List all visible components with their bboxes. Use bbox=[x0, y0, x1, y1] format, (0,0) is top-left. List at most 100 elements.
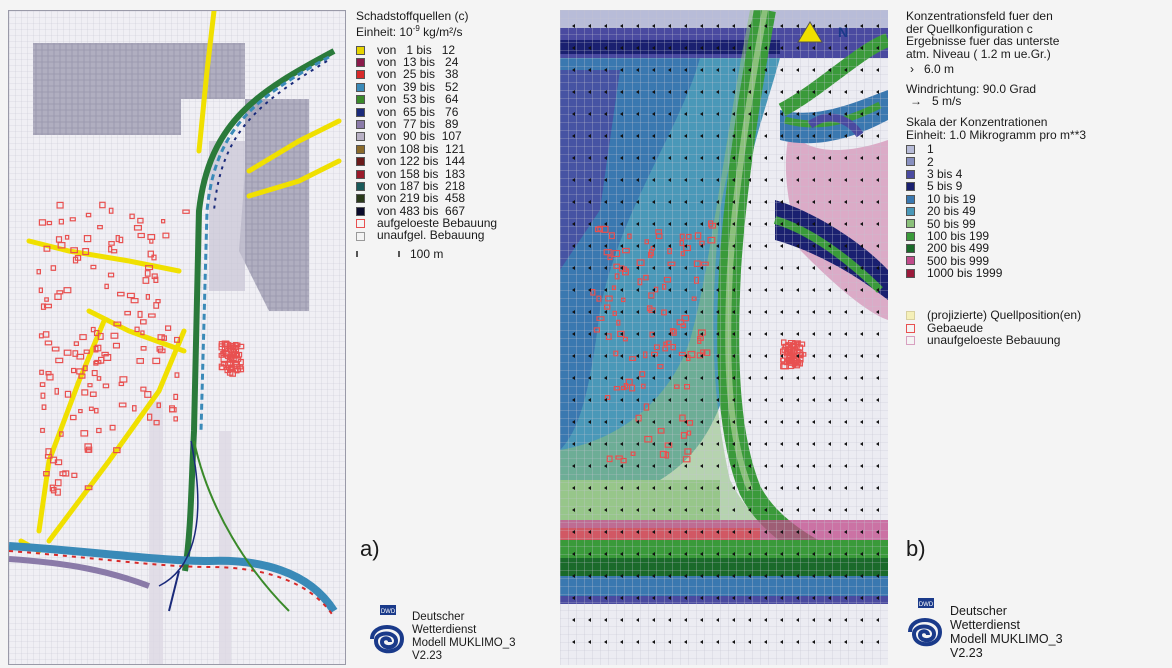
building-footprint bbox=[94, 344, 102, 352]
wind-vector-arrow bbox=[588, 596, 591, 600]
wind-vector-arrow bbox=[572, 288, 575, 292]
wind-vector-arrow bbox=[668, 46, 671, 50]
wind-vector-arrow bbox=[620, 200, 623, 204]
wind-vector-arrow bbox=[860, 464, 863, 468]
legend-title: Schadstoffquellen (c) bbox=[356, 9, 469, 23]
dwd-text: Deutscher Wetterdienst Modell MUKLIMO_3 … bbox=[950, 604, 1063, 660]
color-swatch bbox=[356, 144, 365, 154]
wind-vector-arrow bbox=[588, 46, 591, 50]
wind-vector-arrow bbox=[828, 574, 831, 578]
wind-vector-arrow bbox=[668, 574, 671, 578]
wind-vector-arrow bbox=[732, 156, 735, 160]
color-swatch bbox=[356, 132, 365, 142]
building-footprint bbox=[621, 247, 630, 254]
building-footprint bbox=[653, 344, 660, 351]
wind-vector-arrow bbox=[876, 640, 879, 644]
wind-vector-arrow bbox=[764, 46, 767, 50]
building-footprint bbox=[91, 370, 98, 377]
wind-vector-arrow bbox=[876, 442, 879, 446]
wind-vector-arrow bbox=[620, 46, 623, 50]
building-footprint bbox=[667, 247, 672, 255]
wind-vector-arrow bbox=[572, 618, 575, 622]
concentration-legend-item: 1 bbox=[906, 143, 1168, 155]
legend-item-label: von 13 bis 24 bbox=[377, 54, 459, 69]
wind-vector-arrow bbox=[828, 618, 831, 622]
wind-vector-arrow bbox=[700, 464, 703, 468]
wind-vector-arrow bbox=[828, 354, 831, 358]
building-footprint bbox=[684, 448, 692, 455]
wind-vector-arrow bbox=[780, 46, 783, 50]
color-swatch bbox=[906, 268, 915, 278]
wind-vector-arrow bbox=[764, 24, 767, 28]
building-footprint bbox=[115, 235, 120, 243]
wind-vector-arrow bbox=[732, 200, 735, 204]
wind-vector-arrow bbox=[876, 420, 879, 424]
wind-vector-arrow bbox=[604, 200, 607, 204]
wind-vector-arrow bbox=[684, 46, 687, 50]
wind-vector-arrow bbox=[700, 156, 703, 160]
wind-vector-arrow bbox=[684, 24, 687, 28]
wind-vector-arrow bbox=[844, 508, 847, 512]
wind-vector-arrow bbox=[812, 288, 815, 292]
wind-vector-arrow bbox=[716, 222, 719, 226]
wind-vector-arrow bbox=[700, 266, 703, 270]
wind-vector-arrow bbox=[668, 398, 671, 402]
building-footprint bbox=[224, 341, 230, 346]
building-footprint bbox=[643, 351, 648, 359]
wind-vector-arrow bbox=[764, 68, 767, 72]
building-footprint bbox=[683, 384, 690, 390]
wind-vector-arrow bbox=[620, 596, 623, 600]
building-footprint bbox=[640, 383, 646, 389]
wind-vector-arrow bbox=[716, 354, 719, 358]
wind-vector-arrow bbox=[572, 376, 575, 380]
building-footprint bbox=[678, 351, 686, 357]
legend-b-title-1: Konzentrationsfeld fuer den bbox=[906, 9, 1053, 23]
wind-vector-arrow bbox=[652, 332, 655, 336]
wind-vector-arrow bbox=[748, 420, 751, 424]
wind-vector-arrow bbox=[652, 90, 655, 94]
wind-vector-arrow bbox=[812, 178, 815, 182]
building-footprint bbox=[137, 310, 143, 318]
wind-vector-arrow bbox=[844, 442, 847, 446]
building-footprint bbox=[151, 254, 157, 261]
color-swatch bbox=[356, 206, 365, 216]
wind-vector-arrow bbox=[684, 90, 687, 94]
wind-vector-arrow bbox=[604, 486, 607, 490]
wind-vector-arrow bbox=[860, 68, 863, 72]
wind-vector-arrow bbox=[780, 574, 783, 578]
wind-vector-arrow bbox=[812, 112, 815, 116]
building-footprint bbox=[76, 353, 85, 360]
building-footprint bbox=[162, 232, 170, 239]
wind-vector-arrow bbox=[700, 222, 703, 226]
building-footprint bbox=[679, 233, 685, 240]
building-footprint bbox=[70, 247, 79, 254]
wind-vector-arrow bbox=[572, 46, 575, 50]
wind-vector-arrow bbox=[700, 574, 703, 578]
wind-vector-arrow bbox=[844, 574, 847, 578]
building-footprint bbox=[785, 343, 790, 350]
wind-vector-arrow bbox=[796, 134, 799, 138]
building-footprint bbox=[697, 335, 704, 341]
building-footprint bbox=[70, 367, 77, 374]
wind-vector-arrow bbox=[636, 574, 639, 578]
concentration-legend-item: 50 bis 99 bbox=[906, 218, 1168, 230]
building-footprint bbox=[679, 240, 684, 247]
wind-vector-arrow bbox=[652, 376, 655, 380]
wind-vector-arrow bbox=[796, 244, 799, 248]
wind-speed: → 5 m/s bbox=[910, 94, 962, 109]
building-footprint bbox=[681, 315, 690, 322]
wind-vector-arrow bbox=[684, 530, 687, 534]
wind-vector-arrow bbox=[780, 156, 783, 160]
wind-vector-arrow bbox=[588, 574, 591, 578]
wind-vector-arrow bbox=[860, 178, 863, 182]
wind-vector-arrow bbox=[732, 596, 735, 600]
concentration-map-b bbox=[560, 10, 888, 665]
wind-vector-arrow bbox=[732, 530, 735, 534]
building-footprint bbox=[63, 287, 72, 294]
wind-vector-arrow bbox=[860, 90, 863, 94]
wind-vector-arrow bbox=[620, 640, 623, 644]
wind-vector-arrow bbox=[588, 332, 591, 336]
wind-vector-arrow bbox=[812, 376, 815, 380]
building-footprint bbox=[93, 407, 99, 414]
legend-item-source: (projizierte) Quellposition(en) bbox=[906, 308, 1168, 322]
